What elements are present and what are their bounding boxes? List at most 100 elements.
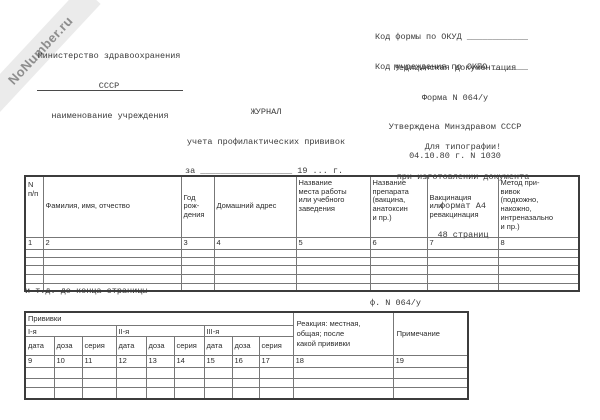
empty-row <box>24 282 580 291</box>
empty-cell <box>369 264 428 275</box>
col-header-birth-year: Год рож- дения <box>180 175 215 238</box>
form-number-label: ф. N 064/у <box>370 298 422 308</box>
journal-title: ЖУРНАЛ <box>250 107 282 118</box>
date-col-header: дата <box>203 336 233 356</box>
codes-block: Код формы по ОКУД ____________ Код учреж… <box>375 14 528 92</box>
col-number: 14 <box>173 355 205 368</box>
ministry-line2: СССР <box>98 80 120 91</box>
empty-cell <box>369 256 428 266</box>
empty-cell <box>213 264 297 275</box>
empty-cell <box>145 378 175 388</box>
empty-row <box>24 248 580 258</box>
group-header-row: Прививки Реакция: местная, общая; после … <box>24 311 469 356</box>
reaction-col-header: Реакция: местная, общая; после какой при… <box>292 311 394 356</box>
empty-row <box>24 378 469 388</box>
col-number: 11 <box>81 355 117 368</box>
empty-cell <box>426 273 499 284</box>
empty-cell <box>24 264 44 275</box>
ministry-line1: Министерство здравоохранения <box>37 51 181 62</box>
empty-cell <box>115 367 147 379</box>
empty-cell <box>203 367 233 379</box>
empty-cell <box>81 378 117 388</box>
empty-cell <box>497 264 580 275</box>
empty-cell <box>426 256 499 266</box>
empty-cell <box>231 378 260 388</box>
col-number: 3 <box>180 236 215 250</box>
empty-cell <box>180 248 215 258</box>
col-header-full-name: Фамилия, имя, отчество <box>42 175 182 238</box>
empty-cell <box>213 256 297 266</box>
empty-cell <box>426 282 499 291</box>
col-number: 10 <box>53 355 83 368</box>
col-header-workplace: Название места работы или учебного завед… <box>295 175 371 238</box>
series-col-header: серия <box>173 336 205 356</box>
col-number: 9 <box>24 355 55 368</box>
empty-cell <box>295 264 371 275</box>
subgroup-header-row: I-я II-я III-я <box>24 325 468 337</box>
okpo-code-line: Код учреждения по ОКПО _______ <box>375 61 529 72</box>
empty-cell <box>180 282 215 291</box>
col-number: 7 <box>426 236 499 250</box>
col-header-vaccination-type: Вакцинация или ревакцинация <box>426 175 499 238</box>
empty-cell <box>173 378 205 388</box>
column-numbers-row: 9 10 11 12 13 14 15 16 17 18 19 <box>24 355 469 368</box>
doc-line: Форма N 064/у <box>421 92 489 103</box>
empty-row <box>24 256 580 266</box>
empty-row <box>24 387 469 400</box>
empty-cell <box>42 264 182 275</box>
series-col-header: серия <box>81 336 117 356</box>
empty-cell <box>24 378 55 388</box>
empty-cell <box>258 387 294 400</box>
column-numbers-row: 1 2 3 4 5 6 7 8 <box>24 236 580 250</box>
empty-cell <box>173 367 205 379</box>
note-col-header: Примечание <box>392 311 469 356</box>
empty-cell <box>173 387 205 400</box>
col-header-preparation: Название препарата (вакцина, анатоксин и… <box>369 175 428 238</box>
institution-block: наименование учреждения <box>37 63 183 141</box>
sub-columns-row: дата доза серия дата доза серия дата доз… <box>24 336 468 356</box>
empty-cell <box>392 378 469 388</box>
date-col-header: дата <box>24 336 55 356</box>
empty-cell <box>497 273 580 284</box>
empty-cell <box>115 387 147 400</box>
doc-line: 04.10.80 г. N 1030 <box>409 150 501 161</box>
col-header-row-number: N п/п <box>24 175 44 238</box>
empty-cell <box>369 273 428 284</box>
empty-cell <box>81 387 117 400</box>
empty-cell <box>497 248 580 258</box>
date-col-header: дата <box>115 336 147 356</box>
empty-cell <box>180 256 215 266</box>
col-number: 15 <box>203 355 233 368</box>
empty-cell <box>53 378 83 388</box>
col-number: 2 <box>42 236 182 250</box>
empty-cell <box>295 256 371 266</box>
empty-cell <box>213 248 297 258</box>
empty-cell <box>24 387 55 400</box>
doc-line: Утверждена Минздравом СССР <box>388 121 522 132</box>
col-number: 1 <box>24 236 44 250</box>
empty-cell <box>292 378 394 388</box>
empty-cell <box>115 378 147 388</box>
empty-cell <box>426 248 499 258</box>
empty-cell <box>24 367 55 379</box>
vaccinations-table: Прививки Реакция: местная, общая; после … <box>24 311 470 400</box>
empty-cell <box>392 367 469 379</box>
series-col-header: серия <box>258 336 294 356</box>
dose-col-header: доза <box>53 336 83 356</box>
empty-cell <box>369 248 428 258</box>
ministry-block: Министерство здравоохранения СССР <box>33 33 185 111</box>
empty-cell <box>42 248 182 258</box>
journal-subtitle: учета профилактических прививок <box>186 136 346 147</box>
empty-cell <box>292 367 394 379</box>
empty-cell <box>53 387 83 400</box>
col-header-home-address: Домашний адрес <box>213 175 297 238</box>
empty-cell <box>24 256 44 266</box>
col-number: 12 <box>115 355 147 368</box>
table-header-row: N п/п Фамилия, имя, отчество Год рож- де… <box>24 175 580 238</box>
col-number: 19 <box>392 355 469 368</box>
vaccination-3-header: III-я <box>203 325 294 337</box>
empty-cell <box>180 273 215 284</box>
empty-cell <box>231 387 260 400</box>
empty-cell <box>145 387 175 400</box>
empty-row <box>24 264 580 275</box>
